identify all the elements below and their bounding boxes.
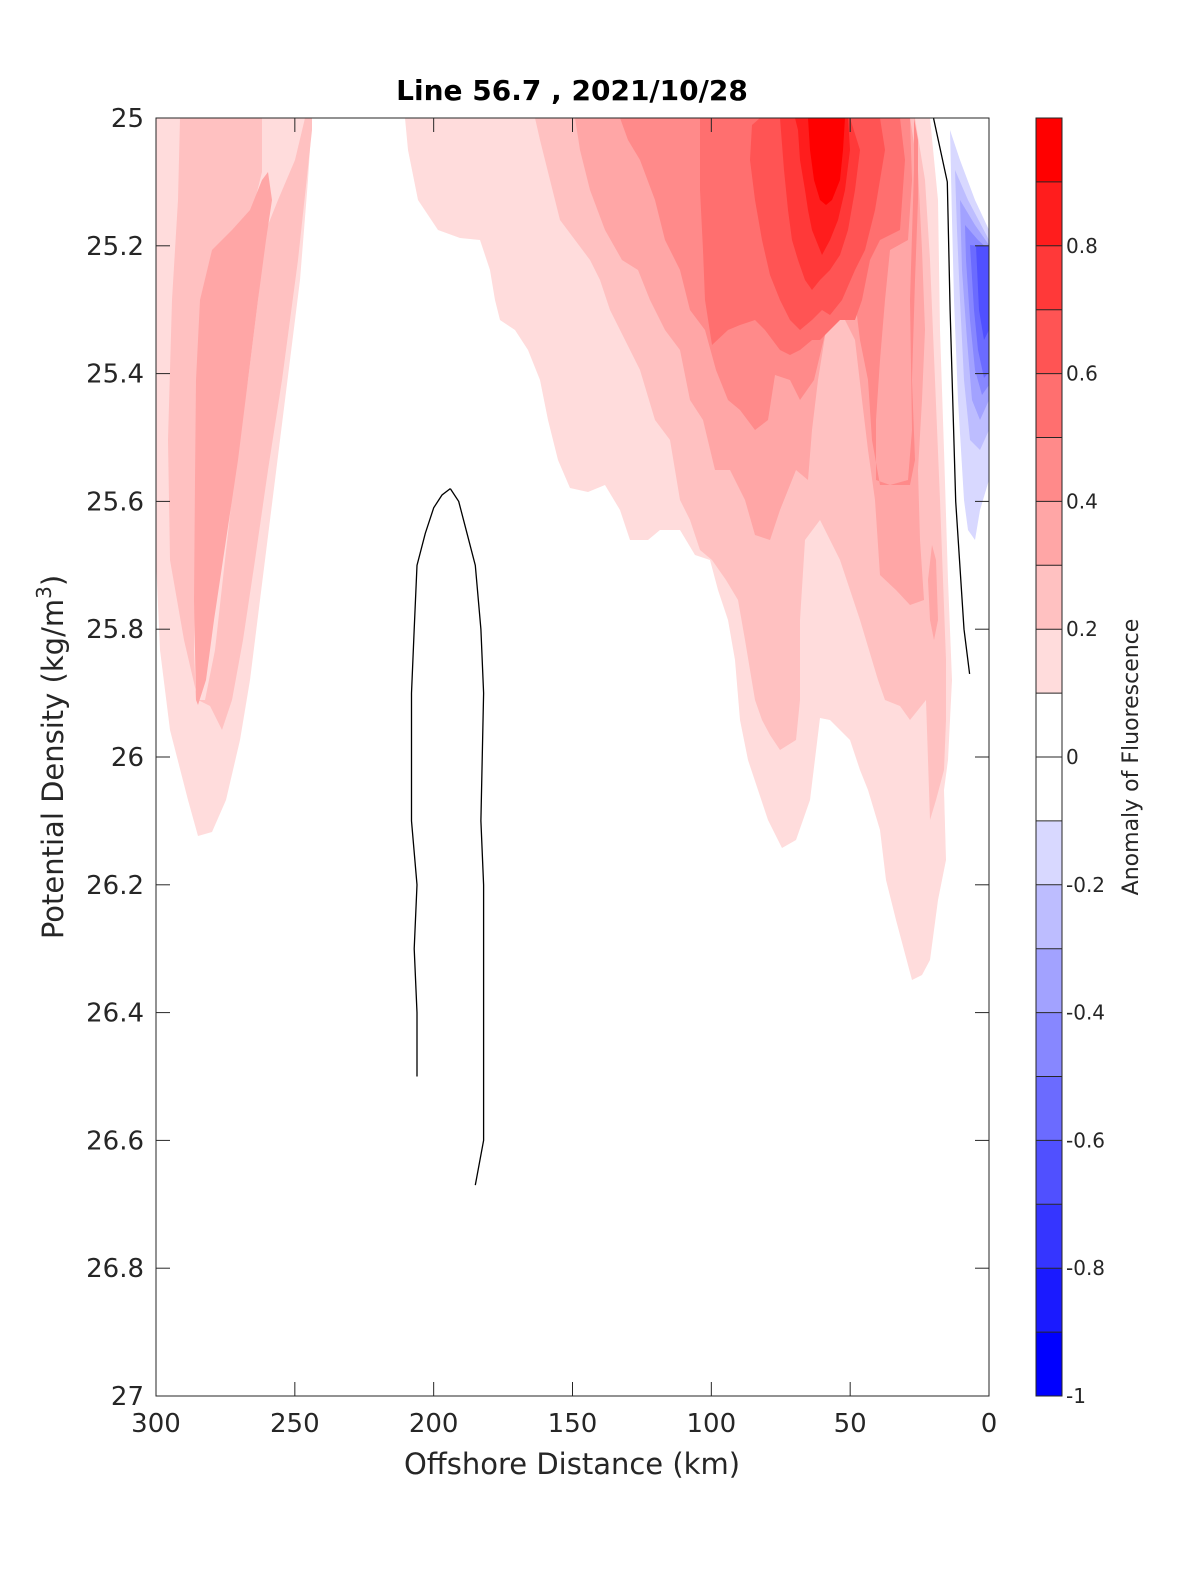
fill-coast-0.3 xyxy=(928,545,938,640)
colorbar-segment xyxy=(1036,948,1062,1014)
colorbar-segment xyxy=(1036,884,1062,950)
colorbar-tick-label: 0.8 xyxy=(1066,234,1098,258)
y-tick-label: 26 xyxy=(111,743,144,773)
colorbar-ticks: 0.8 0.6 0.4 0.2 0 -0.2 -0.4 -0.6 -0.8 -1 xyxy=(1036,117,1105,1408)
colorbar-tick-label: -1 xyxy=(1066,1384,1086,1408)
x-axis-label: Offshore Distance (km) xyxy=(404,1447,740,1481)
colorbar xyxy=(1035,117,1063,1397)
colorbar-tick-label: -0.8 xyxy=(1066,1256,1105,1280)
y-tick-label: 25.4 xyxy=(86,360,144,390)
colorbar-tick-label: 0.4 xyxy=(1066,489,1098,513)
y-tick-label: 27 xyxy=(111,1382,144,1412)
fill-west-0.3 xyxy=(194,172,272,705)
colorbar-tick-label: 0.2 xyxy=(1066,617,1098,641)
colorbar-tick-label: -0.6 xyxy=(1066,1128,1105,1152)
colorbar-segment xyxy=(1036,437,1062,502)
colorbar-segment xyxy=(1036,373,1062,438)
colorbar-segment xyxy=(1036,1076,1062,1141)
colorbar-segment xyxy=(1036,629,1062,694)
y-axis-label-sup: 3 xyxy=(32,586,56,599)
y-tick-label: 25.2 xyxy=(86,232,144,262)
colorbar-segment xyxy=(1036,1012,1062,1077)
y-axis-label: Potential Density (kg/m3) xyxy=(32,575,70,939)
x-tick-label: 250 xyxy=(270,1409,320,1439)
x-tick-label: 200 xyxy=(409,1409,459,1439)
contour-line-2 xyxy=(932,118,971,674)
contour-line-0 xyxy=(410,488,451,1077)
x-tick-label: 100 xyxy=(687,1409,737,1439)
colorbar-tick-label: 0.6 xyxy=(1066,362,1098,386)
x-tick-label: 150 xyxy=(548,1409,598,1439)
y-tick-label: 26.2 xyxy=(86,871,144,901)
y-axis-label-close: ) xyxy=(36,575,70,586)
y-tick-label: 25 xyxy=(111,104,144,134)
colorbar-segment xyxy=(1036,757,1062,822)
colorbar-tick-label: 0 xyxy=(1066,745,1079,769)
colorbar-segment xyxy=(1036,565,1062,630)
y-tick-label: 26.6 xyxy=(86,1126,144,1156)
x-tick-label: 0 xyxy=(981,1409,998,1439)
colorbar-segment xyxy=(1036,1140,1062,1205)
contour-fills xyxy=(156,118,989,980)
y-axis-ticks: 25 25.2 25.4 25.6 25.8 26 26.2 26.4 26.6 26.8 27 xyxy=(86,104,989,1412)
contour-line-1 xyxy=(449,488,485,1186)
x-axis-ticks: 300 250 200 150 100 50 0 xyxy=(131,118,997,1439)
colorbar-segment xyxy=(1036,1204,1062,1269)
colorbar-segment xyxy=(1036,501,1062,566)
colorbar-tick-label: -0.2 xyxy=(1066,873,1105,897)
colorbar-segment xyxy=(1036,1332,1062,1397)
fill-west-0.2 xyxy=(168,118,312,730)
colorbar-segment xyxy=(1036,820,1062,886)
colorbar-segment xyxy=(1036,693,1062,758)
chart-title: Line 56.7 , 2021/10/28 xyxy=(396,74,748,107)
fill-east-0.9 xyxy=(808,118,845,205)
colorbar-segment xyxy=(1036,1268,1062,1333)
fill-coast-neg-0.6 xyxy=(976,246,989,340)
colorbar-tick-label: -0.4 xyxy=(1066,1001,1105,1025)
x-tick-label: 300 xyxy=(131,1409,181,1439)
y-tick-label: 26.4 xyxy=(86,999,144,1029)
colorbar-label: Anomaly of Fluorescence xyxy=(1119,619,1144,896)
colorbar-segment xyxy=(1036,181,1062,247)
colorbar-segment xyxy=(1036,309,1062,375)
zero-contour-lines xyxy=(410,118,971,1186)
colorbar-segment xyxy=(1036,118,1062,183)
y-tick-label: 25.8 xyxy=(86,615,144,645)
y-tick-label: 25.6 xyxy=(86,487,144,517)
y-tick-label: 26.8 xyxy=(86,1254,144,1284)
colorbar-segment xyxy=(1036,245,1062,311)
y-axis-label-main: Potential Density (kg/m xyxy=(36,599,70,939)
x-tick-label: 50 xyxy=(834,1409,867,1439)
